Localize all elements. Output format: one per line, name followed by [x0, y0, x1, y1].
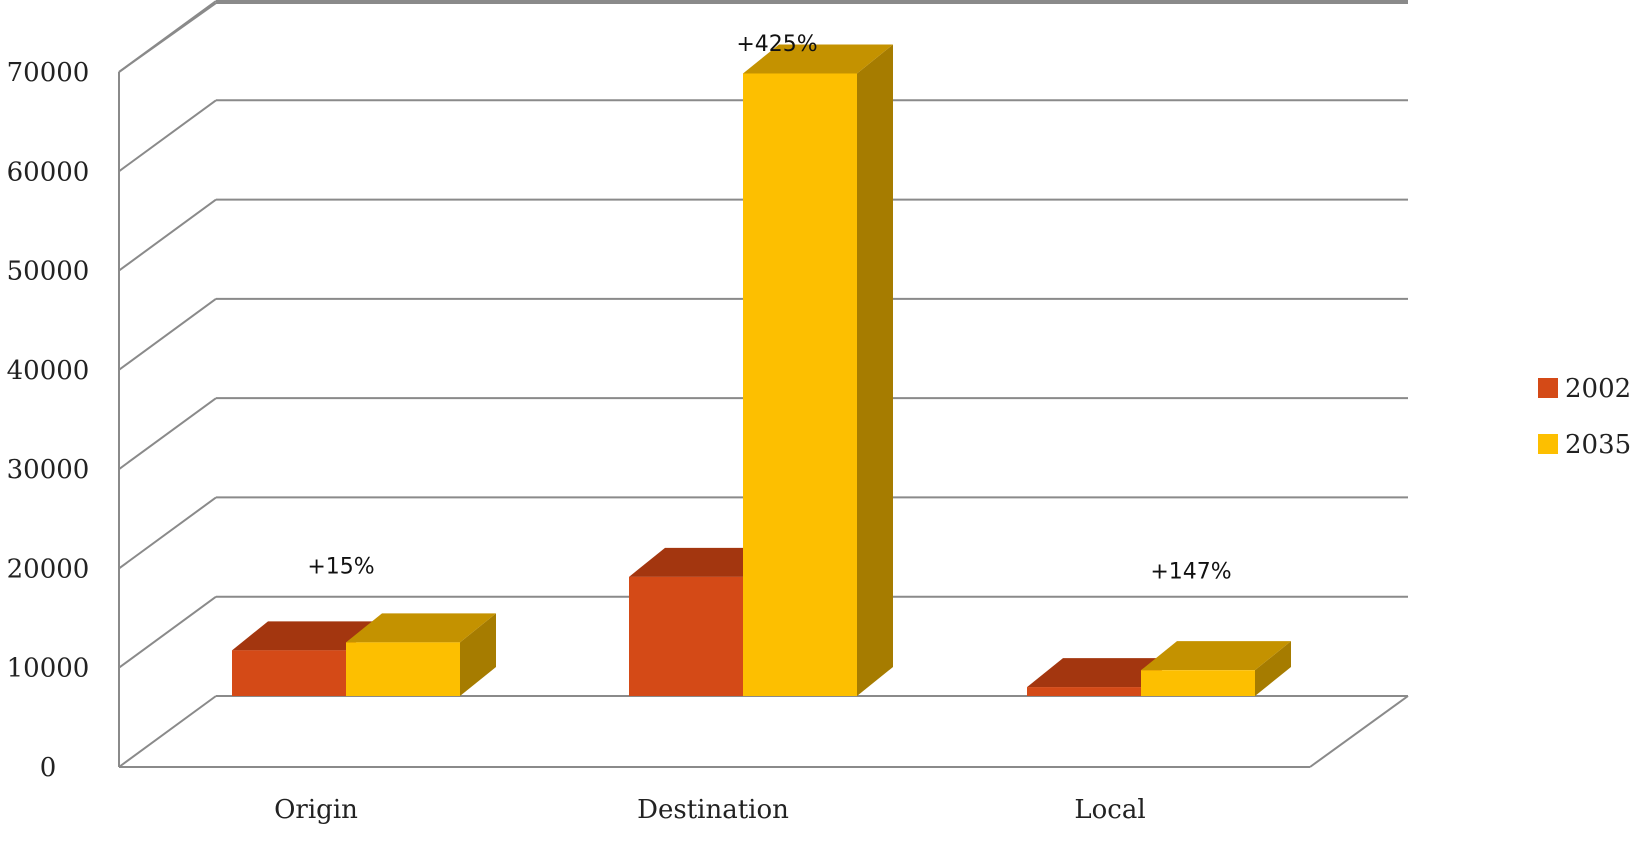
bar-top-2002 [629, 547, 779, 577]
y-tick-label: 20000 [7, 554, 90, 584]
x-tick-label: Origin [274, 795, 358, 825]
bar-side-2035 [857, 44, 893, 696]
gridline-diagonal [118, 695, 217, 768]
bar-top-2002 [1027, 658, 1177, 688]
bar-2002 [232, 650, 346, 696]
y-tick-label: 0 [40, 753, 57, 783]
bars-layer [232, 44, 1291, 696]
bar-top-2035 [1141, 641, 1291, 671]
labels-layer: 0 10000 20000 30000 40000 50000 60000 70000 Orig… [7, 32, 1232, 825]
y-tick-label: 10000 [7, 654, 90, 684]
gridline-diagonal [118, 298, 217, 371]
y-tick-label: 70000 [7, 58, 90, 88]
y-tick-label: 40000 [7, 356, 90, 386]
legend-label: 2035 [1565, 430, 1631, 460]
gridline-diagonal [118, 198, 217, 272]
bar-2035 [743, 73, 857, 696]
gridline-diagonal [118, 496, 217, 570]
y-tick-label: 30000 [7, 455, 90, 485]
bar-top-2035 [743, 44, 893, 74]
bar-2002 [629, 576, 743, 696]
legend-swatch-2035 [1538, 434, 1558, 454]
y-tick-label: 60000 [7, 157, 90, 187]
legend-label: 2002 [1565, 374, 1631, 404]
gridline-diagonal [118, 99, 217, 173]
bar-top-2035 [346, 613, 496, 643]
bar-2035 [346, 642, 460, 696]
bar-2002 [1027, 687, 1141, 696]
legend-swatch-2002 [1538, 378, 1558, 398]
annotation-label: +15% [307, 554, 374, 579]
annotation-label: +147% [1150, 559, 1231, 584]
bar-2035 [1141, 670, 1255, 696]
bar-top-2002 [232, 621, 382, 651]
gridline-diagonal [118, 2, 217, 73]
floor-right-edge [1309, 695, 1409, 768]
annotation-label: +425% [736, 32, 817, 57]
y-tick-label: 50000 [7, 257, 90, 287]
bar-side-2035 [460, 613, 496, 696]
legend: 2002 2035 [1538, 374, 1631, 460]
x-tick-label: Destination [637, 795, 789, 825]
gridline-diagonal [118, 595, 217, 669]
gridline-diagonal [118, 397, 217, 470]
bar-side-2035 [1255, 641, 1291, 696]
x-tick-label: Local [1074, 795, 1145, 825]
